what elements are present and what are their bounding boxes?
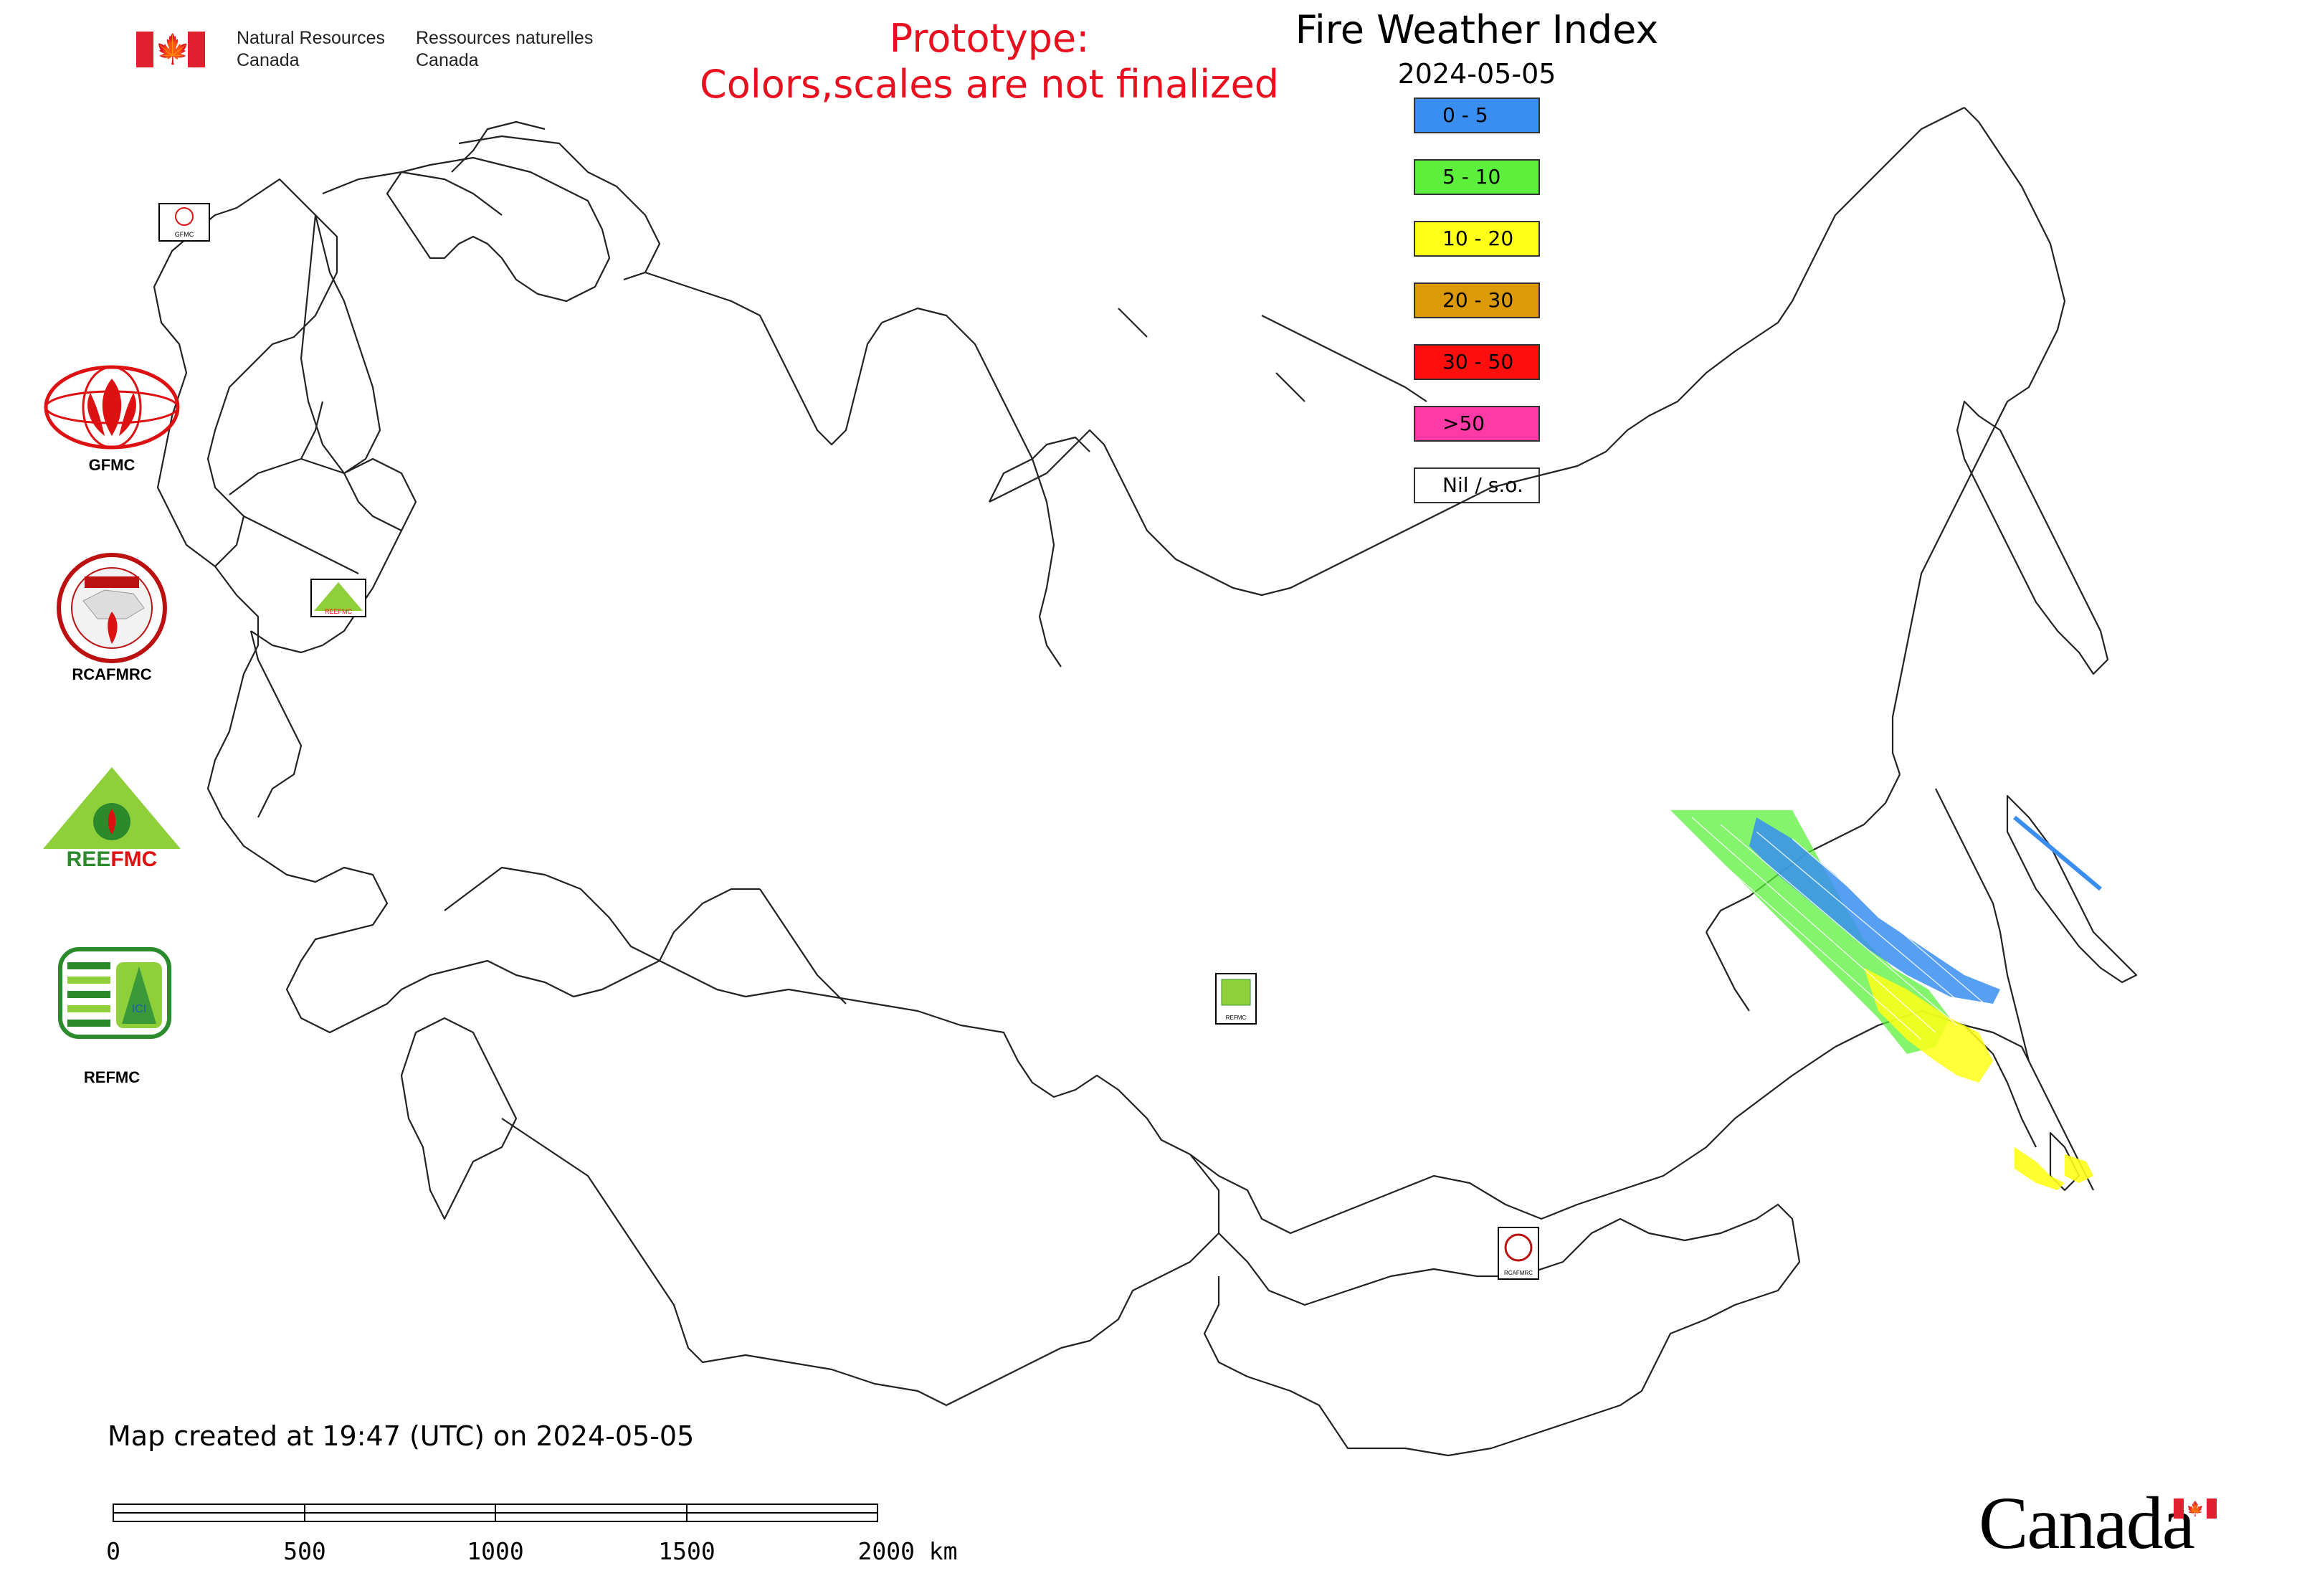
nrcan-signature: 🍁 Natural Resources Canada Ressources na… <box>136 27 609 77</box>
scandinavia-border <box>153 178 338 568</box>
legend-item-nil: Nil / s.o. <box>1414 467 1540 503</box>
map-tag-rcafmrc: RCAFMRC <box>1498 1227 1539 1280</box>
scale-tick-1000: 1000 <box>467 1537 524 1565</box>
map-tag-refmc-label: REFMC <box>1226 1015 1247 1021</box>
rcafmrc-logo: RCAFMRC <box>40 551 184 694</box>
scale-tick-2000-km: 2000 km <box>857 1537 958 1565</box>
scale-tick-1500: 1500 <box>658 1537 715 1565</box>
legend-item-20-30: 20 - 30 <box>1414 282 1540 318</box>
gfmc-emblem-icon <box>44 365 180 450</box>
refmc-label: REFMC <box>83 1068 141 1086</box>
fwi-class-10-20-south-2 <box>2065 1154 2093 1183</box>
gfmc-logo: GFMC <box>40 364 184 474</box>
fwi-class-10-20-south <box>2015 1147 2065 1190</box>
svg-text:ICI: ICI <box>132 1003 146 1015</box>
prototype-notice-line1: Prototype: <box>889 16 1090 61</box>
legend-title: Fire Weather Index <box>1295 7 1659 52</box>
department-en-line1: Natural Resources <box>237 28 386 48</box>
department-fr-line2: Canada <box>416 50 479 70</box>
scale-tick-0: 0 <box>106 1537 120 1565</box>
caspian-sea <box>400 1017 518 1220</box>
gfmc-label: GFMC <box>88 456 135 474</box>
refmc-logo: ICI REFMC <box>57 946 201 1090</box>
map-tag-gfmc: GFMC <box>158 203 210 242</box>
map-tag-gfmc-label: GFMC <box>175 231 194 238</box>
map-tag-refmc: REFMC <box>1215 973 1257 1025</box>
legend-item-5-10: 5 - 10 <box>1414 159 1540 195</box>
legend-item-30-50: 30 - 50 <box>1414 344 1540 380</box>
map-tag-reefmc-label: REEFMC <box>325 608 353 615</box>
kola-peninsula <box>386 156 611 303</box>
map-partner-tags: GFMC REEFMC REFMC RCAFMRC <box>158 203 1539 1280</box>
refmc-emblem-icon: ICI <box>58 947 171 1039</box>
svg-text:REEFMC: REEFMC <box>67 847 158 871</box>
country-borders <box>153 107 2138 1457</box>
legend-item-0-5: 0 - 5 <box>1414 98 1540 133</box>
reefmc-logo: REEFMC <box>40 764 191 872</box>
rcafmrc-emblem-icon <box>57 553 167 663</box>
scale-bar-graphic <box>113 1504 878 1522</box>
kamchatka <box>1956 400 2109 675</box>
scale-bar: 0 500 1000 1500 2000 km <box>106 1498 968 1570</box>
map-tag-reefmc: REEFMC <box>310 579 366 617</box>
reefmc-emblem-icon: REEFMC <box>43 767 181 871</box>
fwi-class-0-5-sakhalin <box>2013 815 2102 891</box>
prototype-notice: Prototype: Colors,scales are not finaliz… <box>631 16 1348 108</box>
department-name-fr: Ressources naturelles Canada <box>416 27 593 72</box>
fwi-data-layer <box>1670 810 2102 1190</box>
mongolia-border <box>1203 1203 1801 1457</box>
department-name-en: Natural Resources Canada <box>237 27 385 72</box>
sakhalin <box>2006 794 2138 984</box>
legend-item-over-50: >50 <box>1414 406 1540 442</box>
fwi-class-0-5-area <box>1749 817 2000 1004</box>
prototype-notice-line2: Colors,scales are not finalized <box>700 62 1279 107</box>
map-created-text: Map created at 19:47 (UTC) on 2024-05-05 <box>108 1420 695 1452</box>
canada-wordmark: Canada <box>1979 1482 2195 1564</box>
map-tag-rcafmrc-label: RCAFMRC <box>1504 1270 1533 1276</box>
department-fr-line1: Ressources naturelles <box>416 28 594 48</box>
fwi-class-10-20-area <box>1864 968 1993 1083</box>
scale-tick-500: 500 <box>283 1537 326 1565</box>
department-en-line2: Canada <box>237 50 300 70</box>
legend-date: 2024-05-05 <box>1397 58 1556 90</box>
legend-item-10-20: 10 - 20 <box>1414 221 1540 257</box>
wordmark-flag-icon: 🍁 <box>2174 1498 2217 1519</box>
canada-flag-icon: 🍁 <box>136 32 205 67</box>
rcafmrc-label: RCAFMRC <box>72 665 152 683</box>
